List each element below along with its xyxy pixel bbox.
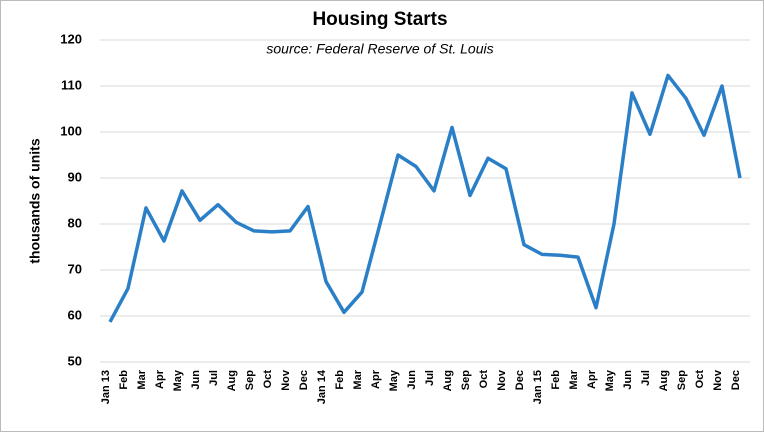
- x-tick-label: Jun: [406, 370, 418, 390]
- x-tick-label: Sep: [676, 370, 688, 390]
- x-tick-label: Aug: [442, 370, 454, 391]
- y-tick-label: 50: [68, 353, 82, 368]
- x-tick-label: Mar: [352, 369, 364, 389]
- y-axis-label: thousands of units: [27, 138, 43, 263]
- x-tick-label: Dec: [730, 370, 742, 390]
- x-tick-label: Oct: [262, 370, 274, 389]
- x-tick-label: May: [604, 369, 616, 391]
- chart-title: Housing Starts: [312, 9, 447, 30]
- x-tick-label: Nov: [280, 369, 292, 391]
- x-tick-label: Dec: [514, 370, 526, 390]
- x-tick-label: Apr: [370, 369, 382, 389]
- x-tick-label: May: [388, 369, 400, 391]
- x-tick-label: Oct: [694, 370, 706, 389]
- x-tick-label: Nov: [712, 369, 724, 391]
- x-tick-label: Apr: [586, 369, 598, 389]
- y-tick-label: 120: [60, 31, 82, 46]
- x-tick-label: Dec: [298, 370, 310, 390]
- x-tick-label: Jun: [190, 370, 202, 390]
- x-tick-label: Aug: [226, 370, 238, 391]
- chart-subtitle: source: Federal Reserve of St. Louis: [266, 41, 493, 57]
- x-tick-label: Jul: [424, 370, 436, 386]
- x-tick-label: Apr: [154, 369, 166, 389]
- x-tick-label: Jun: [622, 370, 634, 390]
- x-tick-label: Aug: [658, 370, 670, 391]
- x-tick-label: Jul: [208, 370, 220, 386]
- x-tick-label: Sep: [244, 370, 256, 390]
- line-series: [108, 73, 742, 323]
- y-tick-label: 60: [68, 307, 82, 322]
- x-tick-label: Nov: [496, 369, 508, 391]
- x-tick-label: Jan 15: [532, 370, 544, 404]
- x-tick-label: May: [172, 369, 184, 391]
- x-tick-label: Sep: [460, 370, 472, 390]
- x-tick-label: Mar: [568, 369, 580, 389]
- x-tick-label: Feb: [334, 370, 346, 390]
- y-tick-label: 70: [68, 261, 82, 276]
- x-tick-label: Jan 14: [316, 369, 328, 404]
- x-tick-label: Feb: [550, 370, 562, 390]
- y-tick-label: 80: [68, 215, 82, 230]
- y-tick-label: 110: [61, 77, 82, 92]
- x-tick-label: Jul: [640, 370, 652, 386]
- x-tick-label: Mar: [136, 369, 148, 389]
- y-tick-label: 90: [68, 169, 82, 184]
- y-tick-label: 100: [60, 123, 82, 138]
- x-tick-label: Oct: [478, 370, 490, 389]
- x-tick-label: Jan 13: [100, 370, 112, 404]
- x-tick-label: Feb: [118, 370, 130, 390]
